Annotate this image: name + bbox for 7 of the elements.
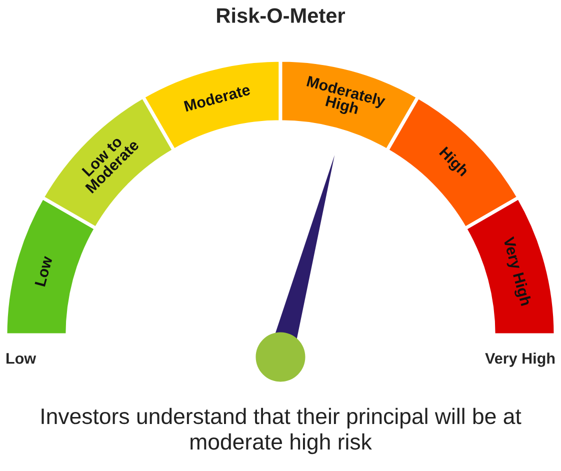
chart-title: Risk-O-Meter: [217, 8, 346, 23]
slice-label: Low: [34, 255, 53, 287]
slice-label: Very High: [500, 236, 532, 307]
text: Very High: [485, 352, 555, 367]
text: Low: [6, 353, 36, 364]
text: Investors understand that their principal will be at moderate high risk: [42, 408, 522, 454]
slice-label: Moderate: [184, 84, 251, 112]
